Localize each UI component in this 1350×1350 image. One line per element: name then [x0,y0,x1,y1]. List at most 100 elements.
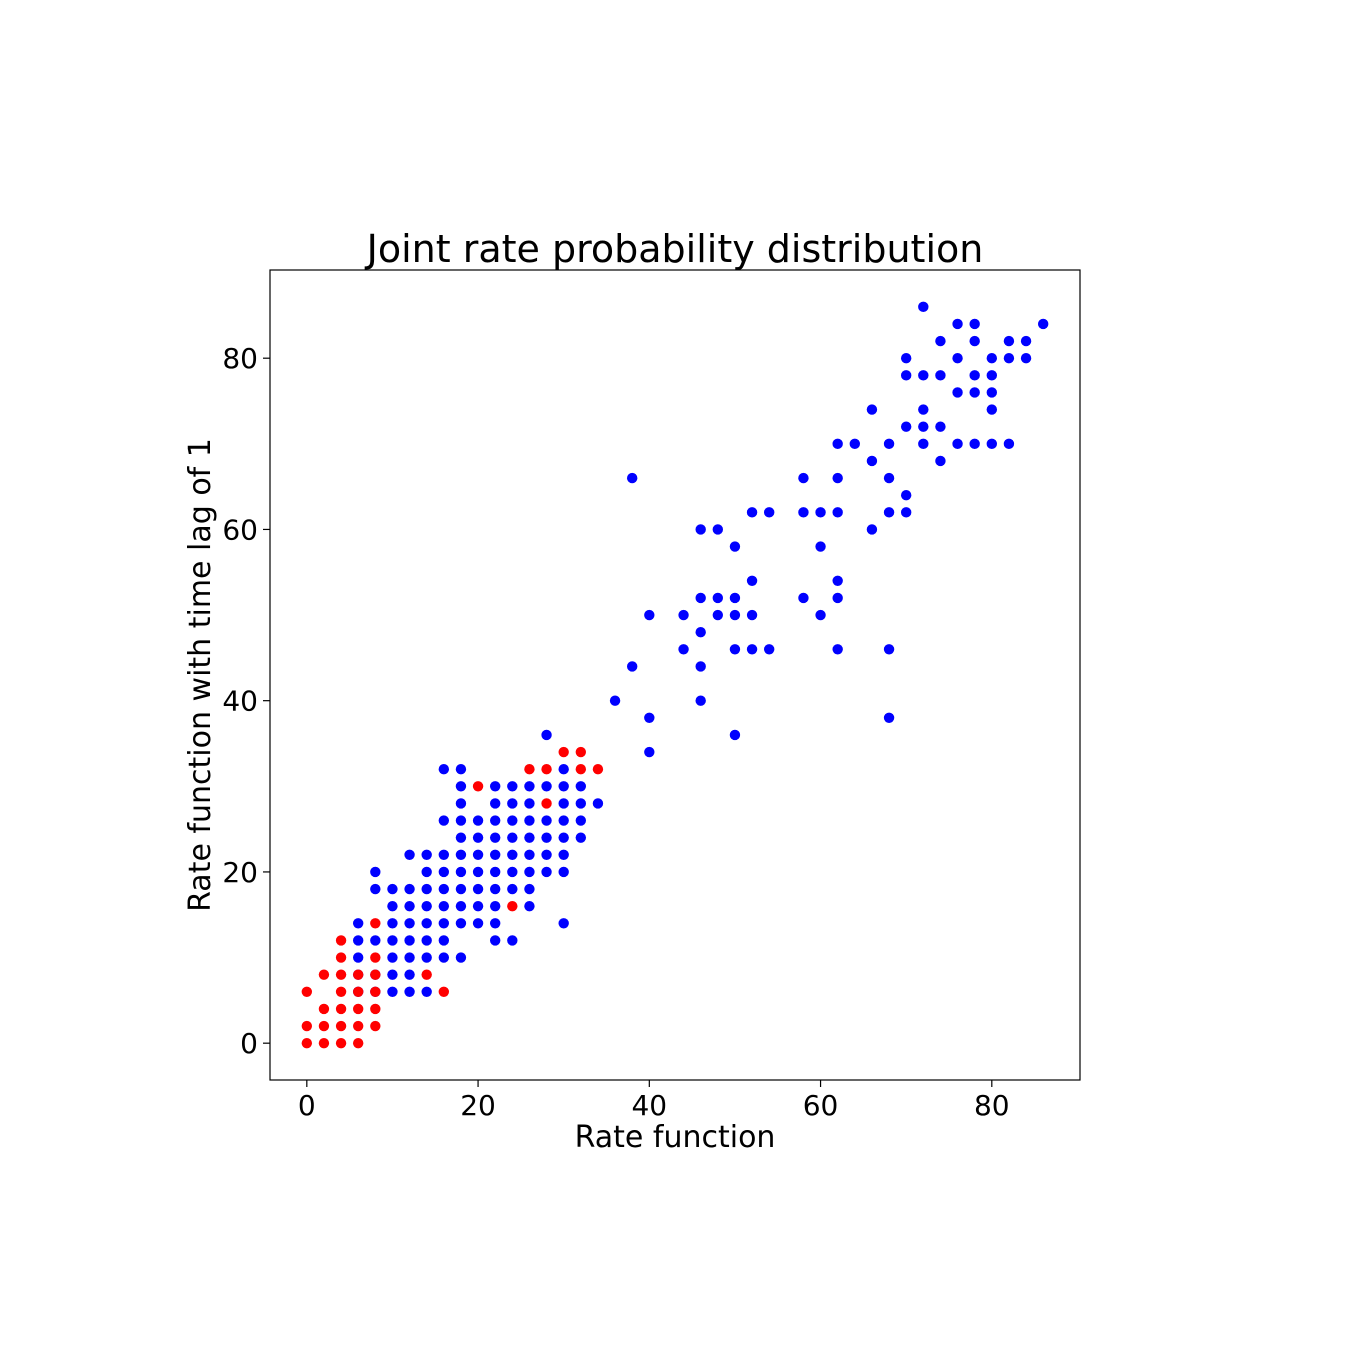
scatter-point-s0-48 [455,866,467,878]
scatter-point-s0-163 [935,335,946,347]
scatter-point-s0-105 [609,695,621,706]
scatter-point-s0-93 [558,781,569,792]
scatter-point-s0-99 [558,918,569,929]
scatter-point-s0-140 [832,507,843,518]
scatter-point-s0-7 [370,935,381,946]
scatter-point-s0-56 [472,866,484,878]
scatter-point-s0-76 [507,883,518,895]
y-tick-label-40: 40 [222,685,258,718]
scatter-point-s0-31 [421,952,432,963]
scatter-point-s0-158 [918,301,929,313]
scatter-point-s0-181 [1003,335,1015,347]
scatter-point-s0-122 [729,592,741,604]
scatter-point-s1-30 [541,763,552,775]
scatter-point-s0-66 [489,883,501,895]
scatter-point-s0-119 [712,592,724,604]
scatter-point-s0-152 [883,712,895,724]
y-tick-label-20: 20 [222,856,258,889]
scatter-point-s1-15 [352,986,364,998]
scatter-point-s0-51 [455,918,467,929]
scatter-point-s0-42 [455,763,467,775]
scatter-point-s0-10 [387,883,398,895]
scatter-point-s0-103 [575,832,587,843]
scatter-point-s0-156 [900,489,912,501]
scatter-point-s1-29 [524,763,535,775]
scatter-point-s0-79 [524,798,535,809]
scatter-point-s1-28 [507,900,518,912]
scatter-point-s1-13 [335,1037,347,1049]
scatter-point-s0-52 [455,952,467,963]
scatter-point-s0-58 [472,900,484,912]
scatter-point-s0-44 [455,798,467,809]
scatter-point-s0-182 [1003,352,1015,364]
y-tick-label-0: 0 [240,1027,258,1060]
scatter-point-s0-166 [935,455,946,467]
scatter-point-s0-171 [969,318,980,330]
scatter-point-s0-135 [815,507,826,518]
scatter-point-s1-23 [370,1003,381,1015]
scatter-point-s0-110 [644,746,655,758]
scatter-point-s0-168 [952,352,963,364]
scatter-point-s0-130 [763,507,775,518]
scatter-point-s0-92 [558,763,569,775]
scatter-point-s1-17 [352,1020,364,1032]
x-tick-label-60: 60 [803,1089,839,1122]
scatter-point-s0-143 [832,644,843,655]
scatter-point-s0-167 [952,318,963,330]
scatter-point-s0-109 [644,712,655,724]
scatter-point-s0-98 [558,866,569,878]
scatter-point-s1-34 [575,763,587,775]
scatter-point-s0-55 [472,849,484,861]
scatter-point-s0-88 [541,815,552,826]
scatter-point-s0-128 [746,609,758,621]
scatter-point-s0-173 [969,370,980,381]
scatter-point-s0-63 [489,832,501,843]
scatter-point-s0-5 [370,866,381,878]
scatter-point-s0-26 [421,866,432,878]
scatter-point-s0-131 [763,644,775,655]
scatter-point-s0-45 [455,815,467,826]
scatter-point-s0-96 [558,832,569,843]
scatter-point-s0-151 [883,644,895,655]
scatter-point-s0-91 [541,866,552,878]
scatter-point-s0-60 [489,781,501,792]
scatter-point-s0-14 [387,952,398,963]
scatter-point-s1-0 [301,986,313,998]
scatter-point-s0-57 [472,883,484,895]
scatter-point-s1-16 [352,1003,364,1015]
scatter-point-s1-24 [370,1020,381,1032]
scatter-point-s1-33 [575,746,587,758]
scatter-point-s0-43 [455,781,467,792]
scatter-point-s0-117 [695,695,706,706]
scatter-point-s0-84 [524,883,535,895]
scatter-point-s1-12 [335,1020,347,1032]
scatter-point-s0-6 [370,883,381,895]
chart-title: Joint rate probability distribution [365,227,984,271]
scatter-point-s0-124 [729,644,741,655]
scatter-point-s0-112 [678,644,689,655]
scatter-point-s1-8 [335,952,347,963]
scatter-point-s0-40 [438,935,450,946]
scatter-point-s0-147 [866,524,878,535]
scatter-point-s0-146 [866,455,878,467]
scatter-point-s0-133 [798,507,809,518]
scatter-point-s0-142 [832,592,843,604]
scatter-point-s0-154 [900,370,912,381]
scatter-point-s0-172 [969,335,980,347]
scatter-point-s0-67 [489,900,501,912]
scatter-point-s0-169 [952,387,963,398]
scatter-point-s0-115 [695,626,706,638]
scatter-point-s0-164 [935,370,946,381]
scatter-point-s0-113 [695,524,706,535]
scatter-point-s0-155 [900,421,912,432]
scatter-point-s0-75 [507,866,518,878]
scatter-point-s0-64 [489,849,501,861]
scatter-point-s0-144 [849,438,861,450]
scatter-point-s0-97 [558,849,569,861]
scatter-point-s1-10 [335,986,347,998]
scatter-point-s0-162 [918,438,929,450]
scatter-point-s0-73 [507,832,518,843]
scatter-point-s0-150 [883,507,895,518]
scatter-point-s1-5 [318,1020,330,1032]
